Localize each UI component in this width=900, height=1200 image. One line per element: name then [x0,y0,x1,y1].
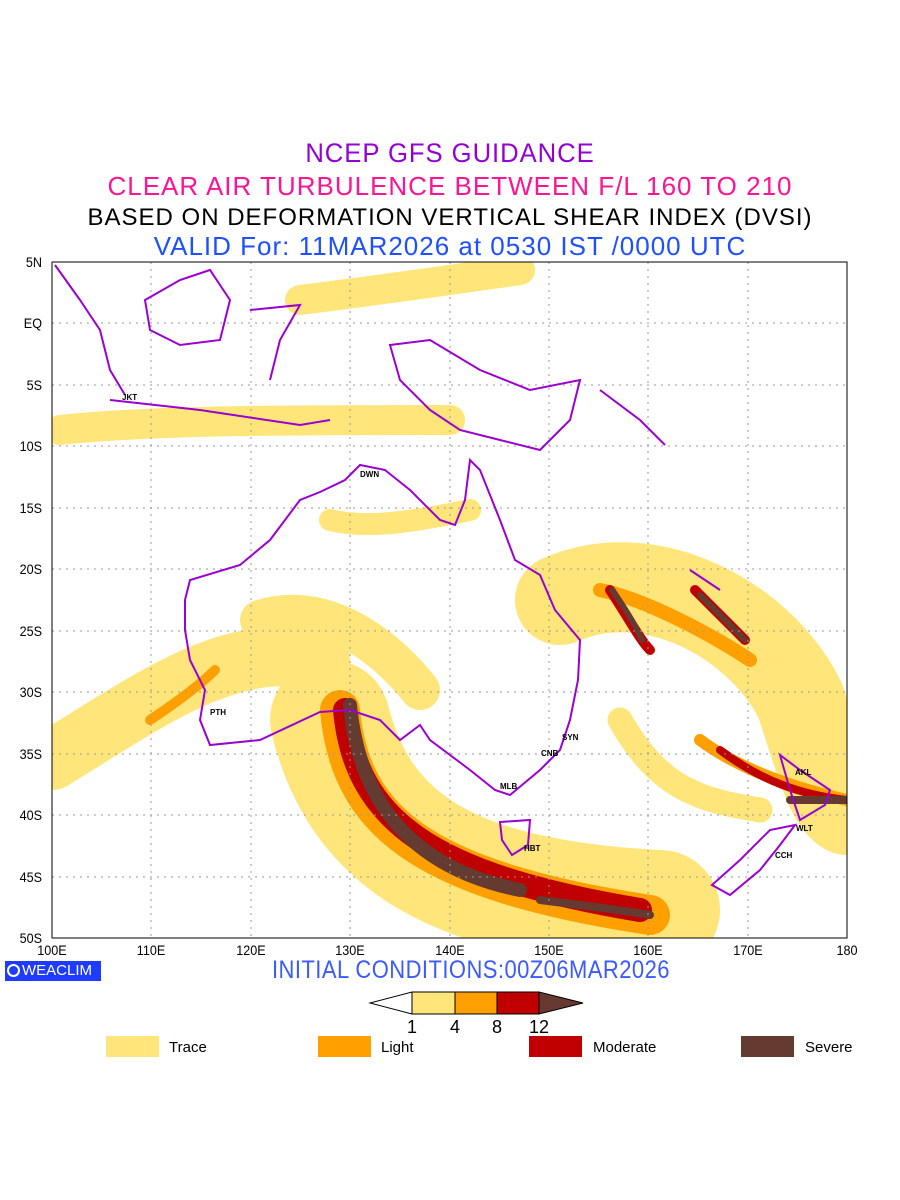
coastlines [54,264,832,897]
nz-south-island-coastline [710,823,798,897]
lon-label: 170E [733,942,763,958]
severe-band [609,587,645,643]
tasmania-coastline [498,818,532,857]
colorbar-label: 1 [406,1017,417,1037]
new-caledonia-coastline [689,569,721,591]
lat-label: EQ [23,315,42,331]
lon-label: 160E [633,942,663,958]
lon-label: 130E [335,942,365,958]
colorbar-moderate [496,991,540,1015]
city-label: SYN [562,733,579,742]
legend-swatch-severe [741,1036,794,1057]
title-line-1: NCEP GFS GUIDANCE [305,138,595,168]
weaclim-logo-text: WEACLIM [22,962,93,979]
city-label: CNB [541,749,559,758]
title-line-4: VALID For: 11MAR2026 at 0530 IST /0000 U… [153,231,747,261]
lat-label: 20S [19,561,42,577]
indonesia-coastline [54,264,666,446]
city-label: DWN [360,470,380,479]
lat-label: 25S [19,623,42,639]
nz-north-island-coastline [778,752,832,822]
plot-frame [51,261,848,939]
lat-label: 10S [19,438,42,454]
lon-label: 120E [236,942,266,958]
australia-coastline [184,457,582,797]
lat-label: 40S [19,807,42,823]
lon-label: 100E [37,942,67,958]
grid-lines [52,262,847,938]
lat-label: 5S [26,377,42,393]
lat-label: 35S [19,746,42,762]
trace-band [515,542,847,855]
trace-band [319,499,481,536]
trace-band [240,594,440,710]
lat-label: 30S [19,684,42,700]
colorbar-below-1 [368,991,413,1015]
lon-label: 140E [435,942,465,958]
title-line-2: CLEAR AIR TURBULENCE BETWEEN F/L 160 TO … [107,171,793,201]
city-label: HBT [524,844,541,853]
lat-label: 45S [19,869,42,885]
city-label: MLB [500,782,518,791]
city-label: JKT [122,393,138,402]
city-label: AKL [795,768,812,777]
legend-label-light: Light [381,1039,414,1056]
city-label: CCH [775,851,793,860]
lon-label: 110E [136,942,166,958]
colorbar-light [454,991,498,1015]
colorbar-severe [538,991,584,1015]
severe-band [343,698,527,897]
city-label: WLT [796,824,813,833]
trace-band [52,626,350,790]
severe-band [697,592,748,643]
trace-band [52,405,465,445]
colorbar-trace [411,991,456,1015]
new-guinea-coastline [388,338,582,452]
initial-conditions: INITIAL CONDITIONS:00Z06MAR2026 [272,956,670,984]
lat-label: 15S [19,500,42,516]
light-band [145,665,220,725]
trace-band [285,262,535,315]
legend-swatch-trace [106,1036,159,1057]
colorbar-label: 12 [528,1017,550,1037]
lon-label: 180 [836,942,858,958]
city-label: PTH [210,708,226,717]
colorbar-label: 8 [491,1017,502,1037]
legend-label-severe: Severe [805,1039,853,1056]
lat-label: 5N [25,254,42,270]
title-line-3: BASED ON DEFORMATION VERTICAL SHEAR INDE… [87,204,813,231]
legend-label-moderate: Moderate [593,1039,657,1056]
legend-swatch-moderate [529,1036,582,1057]
legend-swatch-light [318,1036,371,1057]
severe-band [536,896,654,919]
weaclim-logo: WEACLIM [5,961,101,981]
turbulence-field [52,262,847,938]
copyright-icon [7,964,20,977]
lat-label: 50S [19,930,42,946]
trace-band [607,707,773,823]
colorbar-label: 4 [449,1017,460,1037]
lon-label: 150E [534,942,564,958]
legend-label-trace: Trace [169,1039,207,1056]
colorbar [368,991,584,1015]
